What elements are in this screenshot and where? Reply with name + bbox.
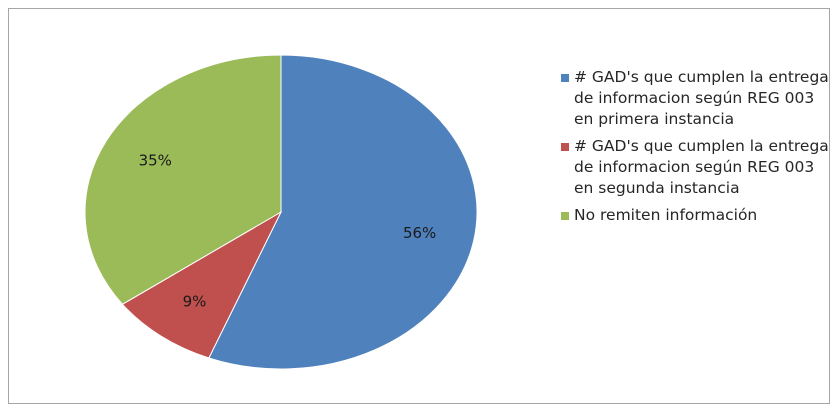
pie-slice-primera-instancia [208, 54, 478, 370]
pie-chart: 56% 9% 35% [84, 54, 478, 370]
pie-slice-no-remiten [84, 54, 282, 305]
legend-label-primera-instancia: # GAD's que cumplen la entrega de inform… [574, 68, 829, 128]
data-label-segunda-instancia: 9% [183, 292, 207, 310]
legend-swatch-segunda-instancia [561, 143, 569, 151]
data-label-primera-instancia: 56% [403, 224, 436, 242]
legend-item-primera-instancia: # GAD's que cumplen la entrega de inform… [561, 67, 831, 130]
legend-label-no-remiten: No remiten información [574, 206, 758, 224]
pie-slice-segunda-instancia [121, 210, 283, 359]
legend-item-segunda-instancia: # GAD's que cumplen la entrega de inform… [561, 136, 831, 199]
legend: # GAD's que cumplen la entrega de inform… [561, 67, 831, 232]
legend-label-segunda-instancia: # GAD's que cumplen la entrega de inform… [574, 137, 829, 197]
data-label-no-remiten: 35% [139, 152, 172, 170]
legend-swatch-no-remiten [561, 212, 569, 220]
chart-frame: 56% 9% 35% # GAD's que cumplen la entrega … [8, 8, 830, 404]
legend-item-no-remiten: No remiten información [561, 205, 831, 226]
legend-swatch-primera-instancia [561, 74, 569, 82]
